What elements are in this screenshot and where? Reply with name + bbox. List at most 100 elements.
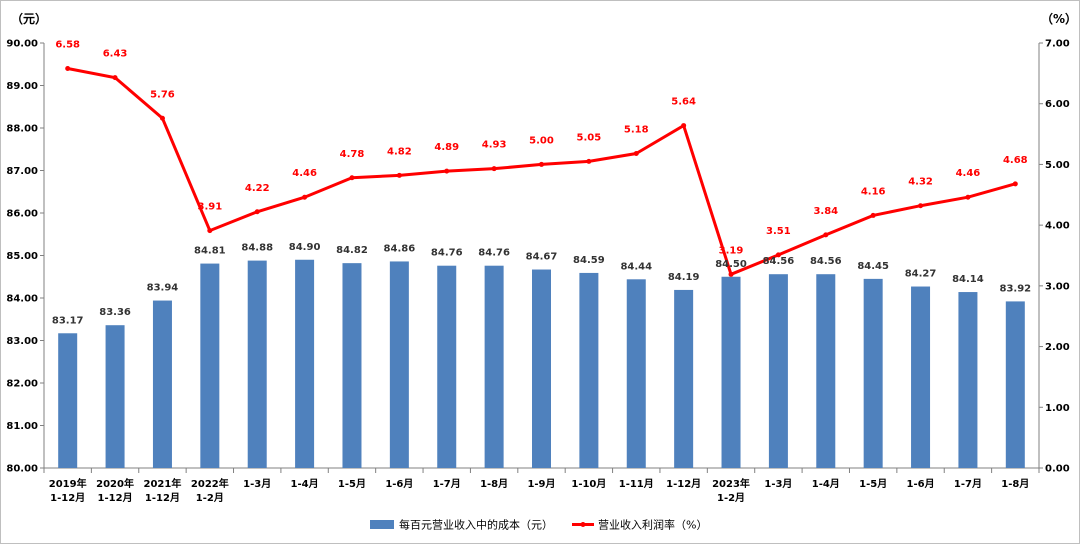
bar xyxy=(152,300,172,468)
x-tick-label: 1-12月 xyxy=(50,492,85,504)
line-value-label: 4.68 xyxy=(1003,155,1028,166)
x-tick-label: 1-3月 xyxy=(243,478,271,490)
x-tick-label: 1-3月 xyxy=(764,478,792,490)
bar-value-label: 83.17 xyxy=(52,315,84,326)
left-tick-label: 81.00 xyxy=(6,421,38,432)
x-tick-label: 1-12月 xyxy=(666,478,701,490)
line-point xyxy=(823,232,829,238)
right-tick-label: 6.00 xyxy=(1045,99,1070,110)
bar xyxy=(437,265,457,468)
bar xyxy=(768,274,788,468)
left-tick-label: 89.00 xyxy=(6,81,38,92)
left-tick-label: 82.00 xyxy=(6,379,38,390)
bar xyxy=(816,274,836,468)
right-axis-unit: （%） xyxy=(1041,11,1077,26)
line-point xyxy=(491,166,497,172)
right-tick-label: 4.00 xyxy=(1045,221,1070,232)
line-value-label: 4.46 xyxy=(292,168,317,179)
x-tick-label: 1-9月 xyxy=(527,478,555,490)
line-point xyxy=(444,168,450,174)
axes: 80.00 81.00 82.00 83.00 84.00 85.00 86.00 87.00… xyxy=(6,11,1077,504)
bar xyxy=(579,272,599,468)
x-tick-label: 1-12月 xyxy=(145,492,180,504)
bar-value-label: 84.45 xyxy=(857,261,889,272)
line-point xyxy=(918,203,924,209)
x-tick-label: 1-8月 xyxy=(1001,478,1029,490)
line-value-label: 5.05 xyxy=(577,132,602,143)
right-tick-label: 0.00 xyxy=(1045,464,1070,475)
left-tick-label: 84.00 xyxy=(6,294,38,305)
line-point xyxy=(539,161,544,167)
bar-value-label: 84.56 xyxy=(810,256,842,267)
x-tick-label: 1-8月 xyxy=(480,478,508,490)
line-point xyxy=(586,158,592,164)
right-tick-label: 7.00 xyxy=(1045,39,1070,50)
bar xyxy=(295,259,315,468)
bar-series xyxy=(58,259,1025,468)
bar-value-label: 84.27 xyxy=(905,269,937,280)
x-tick-label: 2021年 xyxy=(144,477,182,490)
line-value-label: 3.91 xyxy=(197,202,222,213)
bar xyxy=(200,263,220,468)
bar-value-label: 84.81 xyxy=(194,246,226,257)
line-point xyxy=(965,194,971,200)
bar-value-label: 84.44 xyxy=(620,261,652,272)
bar xyxy=(342,263,362,468)
x-tick-label: 2023年 xyxy=(712,477,750,490)
bar-value-label: 84.82 xyxy=(336,245,368,256)
line-value-label: 4.16 xyxy=(861,186,886,197)
right-tick-label: 5.00 xyxy=(1045,160,1070,171)
line-value-label: 4.46 xyxy=(956,168,981,179)
line-point xyxy=(349,175,355,181)
legend-bar-swatch xyxy=(370,520,394,529)
bar xyxy=(484,265,504,468)
x-tick-label: 1-11月 xyxy=(619,478,654,490)
right-tick-label: 1.00 xyxy=(1045,403,1070,414)
bar-value-label: 84.88 xyxy=(241,243,273,254)
line-value-label: 4.82 xyxy=(387,146,412,157)
line-point xyxy=(159,115,165,121)
line-point xyxy=(681,123,687,129)
bar xyxy=(247,260,267,468)
legend-line-label: 营业收入利润率（%） xyxy=(598,518,707,532)
line-point xyxy=(633,151,639,156)
left-tick-label: 88.00 xyxy=(6,124,38,135)
bar-value-label: 83.36 xyxy=(99,307,131,318)
bar-value-label: 84.59 xyxy=(573,255,605,266)
x-tick-label: 2019年 xyxy=(49,477,87,490)
line-value-label: 5.76 xyxy=(150,89,175,100)
right-tick-label: 2.00 xyxy=(1045,342,1070,353)
bar xyxy=(911,286,931,468)
x-tick-label: 1-7月 xyxy=(433,478,461,490)
line-value-label: 3.19 xyxy=(719,245,744,256)
line-value-label: 4.22 xyxy=(245,183,270,194)
x-tick-label: 1-2月 xyxy=(717,492,745,504)
bar xyxy=(721,276,741,468)
x-tick-label: 2022年 xyxy=(191,477,229,490)
left-tick-label: 85.00 xyxy=(6,251,38,262)
line-series xyxy=(65,66,1018,277)
bar xyxy=(58,333,78,468)
x-tick-label: 1-6月 xyxy=(907,478,935,490)
x-tick-label: 1-2月 xyxy=(196,492,224,504)
left-tick-label: 86.00 xyxy=(6,209,38,220)
x-tick-label: 1-4月 xyxy=(291,478,319,490)
line-point xyxy=(728,271,734,277)
x-tick-label: 1-5月 xyxy=(859,478,887,490)
bar-value-label: 84.14 xyxy=(952,274,984,285)
profit-rate-line xyxy=(67,67,1016,277)
bar-value-label: 84.76 xyxy=(478,248,510,259)
line-value-label: 4.32 xyxy=(908,177,933,188)
bar xyxy=(1005,301,1025,468)
x-tick-label: 1-4月 xyxy=(812,478,840,490)
x-tick-label: 1-5月 xyxy=(338,478,366,490)
bar-value-label: 84.86 xyxy=(384,243,416,254)
bar xyxy=(532,269,551,468)
line-value-label: 4.89 xyxy=(434,142,459,153)
left-tick-label: 87.00 xyxy=(6,166,38,177)
data-labels: 83.17 83.36 83.94 84.81 84.88 84.90 84.82 84.86… xyxy=(52,40,1031,327)
bar-value-label: 84.76 xyxy=(431,248,463,259)
line-point xyxy=(870,212,876,218)
